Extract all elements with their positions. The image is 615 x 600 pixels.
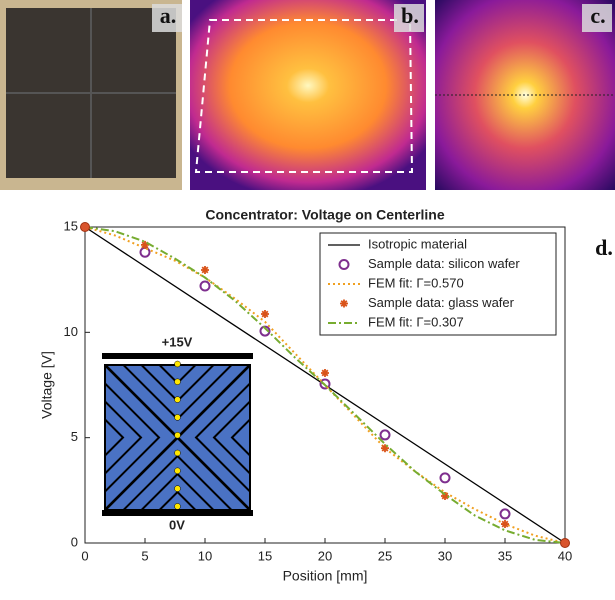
x-tick-label: 5 [141, 548, 148, 563]
legend-label: FEM fit: Γ=0.570 [368, 275, 464, 290]
electrode-dot [175, 450, 181, 456]
panel-label: b. [401, 3, 419, 28]
panel-label: d. [595, 235, 613, 260]
electrode-dot [175, 379, 181, 385]
thermal-b [190, 0, 426, 190]
x-tick-label: 35 [498, 548, 512, 563]
chart-title: Concentrator: Voltage on Centerline [205, 207, 445, 223]
legend-label: Isotropic material [368, 236, 467, 251]
electrode-dot [175, 468, 181, 474]
y-tick-label: 10 [64, 324, 78, 339]
data-point [141, 241, 149, 249]
y-axis-label: Voltage [V] [39, 351, 55, 419]
data-point [501, 509, 510, 518]
y-tick-label: 5 [71, 429, 78, 444]
figure: a. b. c. d. Concentrator: Voltage on Centerl… [0, 0, 615, 595]
y-tick-label: 0 [71, 534, 78, 549]
electrode-dot [175, 397, 181, 403]
inset-label: +15V [162, 334, 193, 349]
electrode-dot [175, 361, 181, 367]
data-point [321, 369, 329, 377]
legend-label: Sample data: silicon wafer [368, 256, 520, 271]
electrode-dot [175, 486, 181, 492]
electrode-dot [175, 503, 181, 509]
legend-label: Sample data: glass wafer [368, 295, 515, 310]
boundary-point [561, 539, 570, 548]
x-tick-label: 20 [318, 548, 332, 563]
electrode-dot [175, 414, 181, 420]
panel-label: c. [590, 3, 605, 28]
x-tick-label: 40 [558, 548, 572, 563]
legend-label: FEM fit: Γ=0.307 [368, 314, 464, 329]
x-tick-label: 10 [198, 548, 212, 563]
data-point [261, 310, 269, 318]
panel-label: a. [160, 3, 177, 28]
data-point [141, 248, 150, 257]
inset-label: 0V [169, 517, 185, 532]
x-tick-label: 0 [81, 548, 88, 563]
data-point [201, 266, 209, 274]
data-point [201, 281, 210, 290]
y-tick-label: 15 [64, 218, 78, 233]
x-axis-label: Position [mm] [283, 568, 368, 584]
x-tick-label: 30 [438, 548, 452, 563]
data-point [441, 473, 450, 482]
x-tick-label: 25 [378, 548, 392, 563]
electrode-dot [175, 432, 181, 438]
legend-swatch [340, 300, 348, 308]
boundary-point [81, 223, 90, 232]
data-point [381, 430, 390, 439]
x-tick-label: 15 [258, 548, 272, 563]
data-point [501, 520, 509, 528]
